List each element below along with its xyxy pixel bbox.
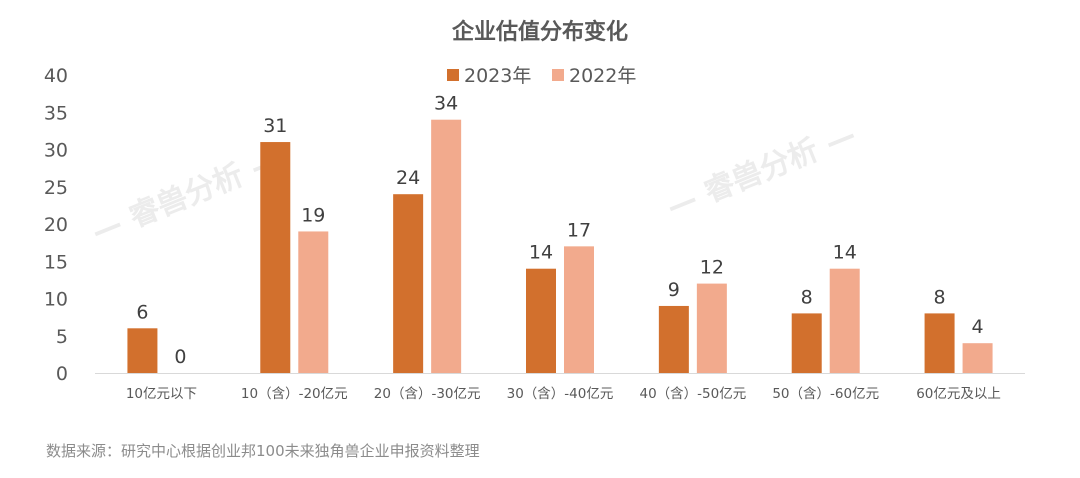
bar-2023年 [393, 194, 424, 373]
bar-2023年 [127, 328, 158, 373]
y-tick-label: 25 [44, 177, 68, 199]
x-tick-label: 40（含）-50亿元 [639, 386, 746, 402]
bar-2022年 [696, 283, 727, 373]
x-tick-label: 10亿元以下 [126, 386, 197, 402]
legend-swatch [447, 69, 459, 81]
data-label: 19 [301, 204, 325, 226]
data-label: 31 [263, 115, 287, 137]
bar-2023年 [526, 268, 556, 373]
x-tick-label: 30（含）-40亿元 [507, 386, 614, 402]
x-tick-label: 60亿元及以上 [916, 386, 1001, 402]
data-label: 24 [396, 167, 420, 189]
bar-2022年 [298, 231, 329, 373]
x-tick-label: 20（含）-30亿元 [374, 386, 481, 402]
watermark: — 睿兽分析 — [87, 142, 286, 250]
y-tick-label: 35 [44, 102, 68, 124]
data-label: 34 [434, 93, 458, 115]
data-label: 0 [174, 346, 186, 368]
legend-label: 2022年 [569, 65, 636, 87]
y-tick-label: 0 [56, 363, 68, 385]
data-label: 17 [567, 219, 591, 241]
x-tick-label: 50（含）-60亿元 [772, 386, 879, 402]
y-tick-label: 30 [44, 140, 68, 162]
bar-2023年 [658, 305, 689, 373]
bar-2022年 [962, 343, 993, 373]
bar-2023年 [924, 313, 955, 373]
data-label: 12 [700, 257, 724, 279]
watermark: — 睿兽分析 — [662, 117, 861, 225]
legend-label: 2023年 [464, 65, 531, 87]
data-label: 14 [833, 242, 857, 264]
source-note: 数据来源：研究中心根据创业邦100未来独角兽企业申报资料整理 [46, 442, 480, 460]
y-tick-label: 40 [44, 65, 68, 87]
bar-2022年 [829, 268, 860, 373]
y-tick-label: 15 [44, 251, 68, 273]
bar-2023年 [260, 142, 291, 373]
data-label: 4 [972, 316, 984, 338]
y-tick-label: 10 [44, 289, 68, 311]
data-label: 9 [668, 279, 680, 301]
bar-2022年 [431, 119, 462, 373]
legend-swatch [552, 69, 564, 81]
data-label: 8 [934, 286, 946, 308]
data-label: 6 [136, 301, 148, 323]
x-tick-label: 10（含）-20亿元 [241, 386, 348, 402]
chart-title: 企业估值分布变化 [451, 20, 628, 45]
y-tick-label: 20 [44, 214, 68, 236]
y-tick-label: 5 [56, 326, 68, 348]
bar-2022年 [564, 246, 594, 373]
data-label: 14 [529, 242, 553, 264]
bar-2023年 [791, 313, 822, 373]
data-label: 8 [801, 286, 813, 308]
